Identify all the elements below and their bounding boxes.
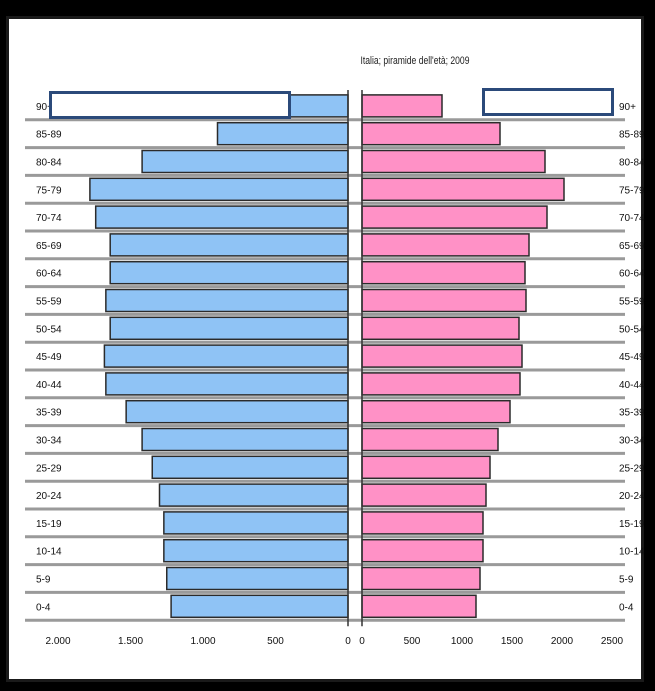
- bar-right: [361, 149, 546, 174]
- bar-left: [109, 260, 349, 285]
- category-label-right: 35-39: [619, 408, 645, 419]
- category-label-right: 0-4: [619, 602, 634, 613]
- bar-right: [361, 511, 484, 535]
- category-label-right: 25-29: [619, 463, 645, 474]
- bar-left: [151, 455, 349, 480]
- bar-right: [361, 566, 481, 591]
- bar-left: [105, 288, 349, 313]
- category-label-left: 10-14: [36, 547, 62, 558]
- bar-right: [361, 177, 565, 202]
- category-label-left: 75-79: [36, 185, 62, 196]
- category-label-right: 5-9: [619, 575, 634, 586]
- bar-right: [361, 427, 499, 452]
- x-tick-label-left: 2.000: [45, 636, 70, 647]
- category-label-left: 45-49: [36, 352, 62, 363]
- category-label-left: 70-74: [36, 213, 62, 224]
- category-label-right: 40-44: [619, 380, 645, 391]
- bar-right: [361, 344, 523, 368]
- x-tick-label-right: 2500: [601, 636, 624, 647]
- category-label-right: 55-59: [619, 297, 645, 308]
- category-label-right: 15-19: [619, 519, 645, 530]
- chart-title: Italia; piramide dell'età; 2009: [360, 55, 470, 67]
- bar-right: [361, 288, 527, 313]
- category-label-left: 55-59: [36, 297, 62, 308]
- category-label-right: 10-14: [619, 547, 645, 558]
- category-label-left: 60-64: [36, 269, 62, 280]
- category-label-left: 50-54: [36, 324, 62, 335]
- bar-right: [361, 455, 491, 480]
- x-tick-label-right: 1000: [451, 636, 474, 647]
- x-tick-label-left: 0: [345, 636, 351, 647]
- category-label-right: 85-89: [619, 130, 645, 141]
- category-label-left: 0-4: [36, 602, 51, 613]
- x-tick-label-right: 500: [404, 636, 421, 647]
- x-tick-label-right: 2000: [551, 636, 574, 647]
- category-label-right: 65-69: [619, 241, 645, 252]
- category-label-left: 5-9: [36, 575, 51, 586]
- category-label-left: 80-84: [36, 158, 62, 169]
- x-tick-label-right: 1500: [501, 636, 524, 647]
- bar-left: [166, 566, 349, 591]
- bar-left: [89, 177, 349, 202]
- bar-left: [141, 149, 349, 174]
- category-label-right: 30-34: [619, 436, 645, 447]
- bar-left: [170, 594, 349, 619]
- bar-left: [94, 205, 349, 229]
- bar-left: [163, 511, 349, 535]
- category-label-right: 70-74: [619, 213, 645, 224]
- bar-left: [125, 399, 349, 424]
- bar-right: [361, 94, 443, 118]
- x-tick-label-left: 500: [267, 636, 284, 647]
- category-label-right: 60-64: [619, 269, 645, 280]
- bar-right: [361, 316, 520, 341]
- category-label-left: 35-39: [36, 408, 62, 419]
- bar-right: [361, 399, 511, 424]
- bar-left: [163, 538, 349, 563]
- category-label-left: 20-24: [36, 491, 62, 502]
- category-label-right: 45-49: [619, 352, 645, 363]
- bar-left: [109, 233, 349, 257]
- bar-left: [287, 94, 349, 118]
- bar-right: [361, 483, 487, 507]
- bar-left: [141, 427, 349, 452]
- category-label-left: 30-34: [36, 436, 62, 447]
- category-label-right: 75-79: [619, 185, 645, 196]
- bar-right: [361, 538, 484, 563]
- category-label-left: 15-19: [36, 519, 62, 530]
- bar-right: [361, 594, 477, 619]
- bar-right: [361, 205, 548, 229]
- category-label-left: 90+: [36, 102, 53, 113]
- bar-right: [361, 233, 530, 257]
- bar-left: [158, 483, 349, 507]
- legend-box-male: [49, 91, 291, 119]
- category-label-left: 65-69: [36, 241, 62, 252]
- category-label-left: 85-89: [36, 130, 62, 141]
- bar-right: [361, 260, 526, 285]
- bar-left: [105, 372, 349, 396]
- category-label-right: 90+: [619, 102, 636, 113]
- category-label-right: 50-54: [619, 324, 645, 335]
- category-label-right: 20-24: [619, 491, 645, 502]
- category-label-left: 25-29: [36, 463, 62, 474]
- bar-left: [109, 316, 349, 341]
- bar-left: [103, 344, 349, 368]
- bar-right: [361, 121, 501, 146]
- category-label-right: 80-84: [619, 158, 645, 169]
- category-label-left: 40-44: [36, 380, 62, 391]
- x-tick-label-left: 1.500: [118, 636, 143, 647]
- x-tick-label-left: 1.000: [190, 636, 215, 647]
- x-tick-label-right: 0: [359, 636, 365, 647]
- bar-right: [361, 372, 521, 396]
- bar-left: [216, 121, 349, 146]
- legend-box-female: [482, 88, 614, 116]
